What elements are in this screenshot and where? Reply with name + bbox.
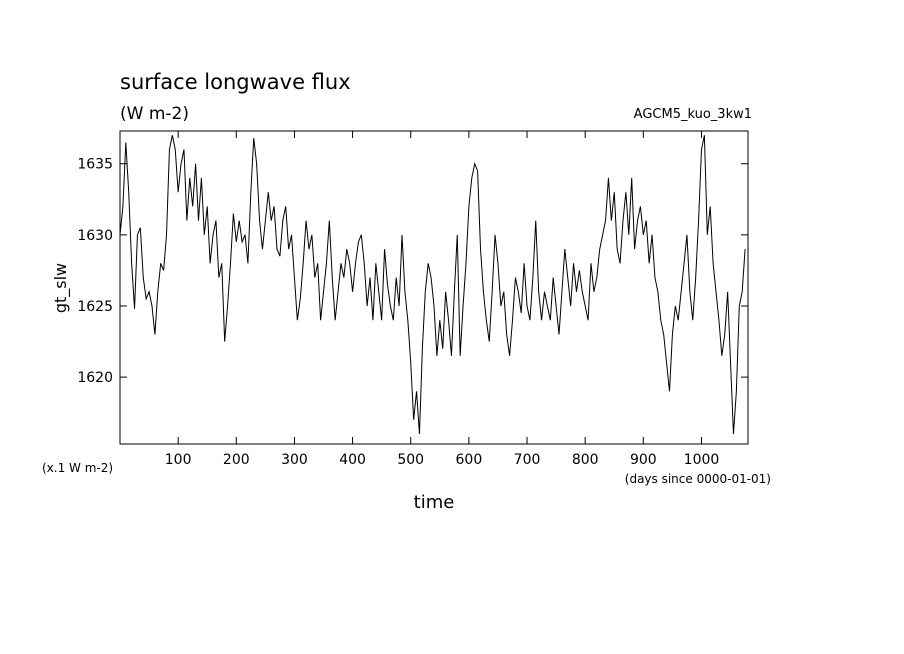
- x-tick-label: 800: [572, 452, 599, 468]
- x-tick-label: 1000: [684, 452, 720, 468]
- data-line: [119, 135, 746, 435]
- plot-frame: [119, 130, 749, 445]
- x-tick-label: 200: [223, 452, 250, 468]
- x-tick-label: 300: [281, 452, 308, 468]
- y-tick-label: 1630: [77, 228, 113, 244]
- x-unit-note: (days since 0000-01-01): [625, 472, 771, 486]
- x-tick-label: 600: [456, 452, 483, 468]
- annotation: AGCM5_kuo_3kw1: [634, 107, 752, 122]
- y-unit-note: (x.1 W m-2): [42, 461, 113, 475]
- x-tick-label: 700: [514, 452, 541, 468]
- y-tick-label: 1625: [77, 299, 113, 315]
- x-tick-label: 400: [339, 452, 366, 468]
- chart-subtitle: (W m-2): [120, 104, 189, 124]
- x-tick-label: 100: [165, 452, 192, 468]
- x-tick-label: 900: [630, 452, 657, 468]
- y-tick-label: 1635: [77, 157, 113, 173]
- chart-title: surface longwave flux: [120, 70, 351, 94]
- y-axis-label: gt_slw: [51, 263, 71, 313]
- x-axis-label: time: [414, 492, 455, 513]
- x-tick-label: 500: [397, 452, 424, 468]
- y-tick-label: 1620: [77, 370, 113, 386]
